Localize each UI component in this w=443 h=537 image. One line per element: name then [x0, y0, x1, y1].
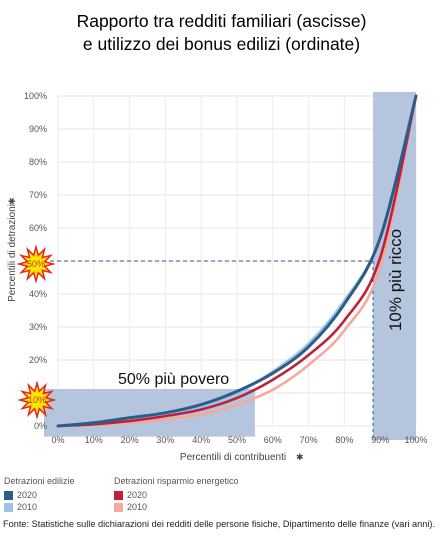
x-axis-pin-icon: ✱: [296, 452, 304, 462]
legend-item-label: 2010: [127, 502, 148, 512]
x-tick-label: 80%: [335, 435, 353, 445]
legend-group-energy-title: Detrazioni risparmio energetico: [114, 476, 239, 486]
y-tick-label: 0%: [34, 421, 47, 431]
chart-title-line-1: Rapporto tra redditi familiari (ascisse): [76, 11, 367, 31]
x-tick-label: 100%: [404, 435, 427, 445]
legend-item-label: 2020: [17, 490, 38, 500]
x-axis-label: Percentili di contribuenti: [180, 452, 286, 463]
source-note: Fonte: Statistiche sulle dichiarazioni d…: [3, 519, 436, 529]
burst-bottom-icon: [17, 380, 57, 420]
x-tick-labels: 0% 10% 20% 30% 40% 50% 60% 70% 80% 90% 100%: [51, 435, 427, 445]
series-line: [56, 94, 418, 428]
burst-top-icon: [16, 244, 56, 284]
richer-annotation-wrap: 10% più ricco: [376, 195, 416, 365]
x-tick-label: 50%: [228, 435, 246, 445]
legend-item: 2020: [4, 489, 75, 501]
x-tick-label: 60%: [264, 435, 282, 445]
y-tick-label: 30%: [29, 322, 47, 332]
legend-group-energy: Detrazioni risparmio energetico 2020 201…: [114, 476, 239, 513]
chart-title-line-2: e utilizzo dei bonus edilizi (ordinate): [82, 34, 361, 54]
series-line: [56, 94, 418, 428]
series-line: [56, 94, 418, 428]
burst-bottom-label: 10%: [28, 395, 46, 405]
x-tick-label: 90%: [371, 435, 389, 445]
legend-swatch: [4, 502, 13, 512]
y-axis-pin-icon: ✱: [7, 197, 17, 205]
legend-group-building: Detrazioni edilizie 2020 2010: [4, 476, 75, 513]
y-tick-label: 100%: [24, 91, 47, 101]
legend-group-building-title: Detrazioni edilizie: [4, 476, 75, 486]
burst-bottom-marker: 10%: [17, 380, 57, 420]
legend-item: 2010: [4, 501, 75, 513]
x-tick-label: 30%: [156, 435, 174, 445]
x-tick-label: 70%: [300, 435, 318, 445]
x-tick-label: 40%: [192, 435, 210, 445]
legend-item-label: 2010: [17, 502, 38, 512]
x-tick-label: 0%: [51, 435, 64, 445]
legend-item-label: 2020: [127, 490, 148, 500]
legend-item: 2020: [114, 489, 239, 501]
series-lines: [56, 94, 418, 428]
poorer-annotation: 50% più povero: [118, 371, 230, 388]
y-tick-label: 70%: [29, 190, 47, 200]
legend-swatch: [4, 490, 13, 500]
richer-annotation: 10% più ricco: [386, 228, 405, 332]
y-tick-label: 90%: [29, 124, 47, 134]
y-tick-label: 60%: [29, 223, 47, 233]
burst-top-label: 50%: [27, 259, 45, 269]
x-tick-label: 20%: [121, 435, 139, 445]
y-tick-label: 40%: [29, 289, 47, 299]
burst-top-marker: 50%: [16, 244, 56, 284]
legend-swatch: [114, 502, 123, 512]
x-tick-label: 10%: [85, 435, 103, 445]
grid-lines: [57, 95, 417, 427]
y-axis-label: Percentili di detrazioni: [7, 204, 18, 302]
y-tick-label: 20%: [29, 355, 47, 365]
legend-item: 2010: [114, 501, 239, 513]
y-tick-label: 80%: [29, 157, 47, 167]
highlight-bands: [44, 92, 416, 440]
reference-lines: [50, 260, 374, 440]
legend-swatch: [114, 490, 123, 500]
